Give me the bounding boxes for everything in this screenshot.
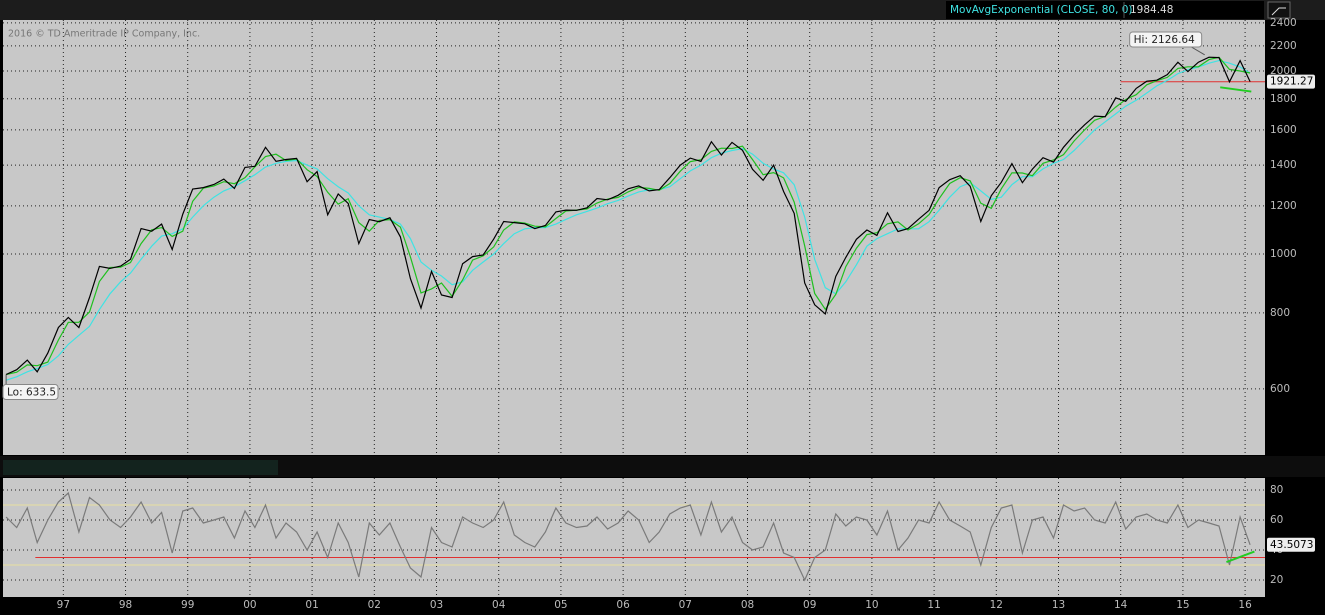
y-tick-label: 1400: [1270, 159, 1297, 171]
trend-line: [1220, 86, 1252, 93]
price-tag-bg: [1267, 537, 1315, 552]
x-tick-label: 12: [990, 599, 1003, 611]
x-tick-label: 08: [741, 599, 754, 611]
price-tag: 43.5073: [1270, 539, 1313, 551]
y-tick-label: 20: [1270, 574, 1283, 586]
scrollbar[interactable]: [3, 460, 278, 475]
series-line: [5, 491, 1251, 582]
annotation-label: Lo: 633.5: [7, 386, 56, 398]
y-tick-label: 2200: [1270, 40, 1297, 52]
x-tick-label: 01: [305, 599, 318, 611]
x-tick-label: 11: [927, 599, 940, 611]
y-tick-label: 1200: [1270, 200, 1297, 212]
annotation-label: Hi: 2126.64: [1134, 34, 1195, 46]
y-tick-label: 1000: [1270, 248, 1297, 260]
y-tick-label: 600: [1270, 383, 1290, 395]
x-tick-label: 10: [865, 599, 878, 611]
indicator-box: [946, 1, 1264, 19]
x-tick-label: 04: [492, 599, 506, 611]
price-tag: 1921.27: [1270, 76, 1313, 88]
x-tick-label: 02: [368, 599, 381, 611]
x-tick-label: 16: [1238, 599, 1252, 611]
x-tick-label: 07: [679, 599, 692, 611]
y-tick-label: 2400: [1270, 17, 1297, 29]
y-tick-label: 60: [1270, 514, 1283, 526]
x-tick-label: 14: [1114, 599, 1128, 611]
x-tick-label: 09: [803, 599, 816, 611]
annotation-box: [2, 383, 59, 400]
y-tick-label: 2000: [1270, 65, 1297, 77]
copyright: 2016 © TD Ameritrade IP Company, Inc.: [8, 29, 200, 40]
y-tick-label: 1600: [1270, 124, 1297, 136]
series-line: [5, 56, 1251, 376]
trend-line: [1226, 550, 1255, 563]
x-tick-label: 06: [616, 599, 630, 611]
scale-icon: [1271, 7, 1286, 16]
y-tick-label: 800: [1270, 307, 1290, 319]
rsi-plot-bg: [3, 478, 1265, 597]
annotation-box: [1129, 31, 1203, 48]
indicator-label: MovAvgExponential (CLOSE, 80, 0): [950, 4, 1133, 16]
x-tick-label: 00: [243, 599, 256, 611]
divider: [0, 456, 1325, 477]
indicator-value: 1984.48: [1130, 4, 1173, 16]
scale-button[interactable]: [1267, 1, 1291, 19]
x-tick-label: 15: [1176, 599, 1189, 611]
x-tick-label: 98: [119, 599, 132, 611]
price-plot-bg: [3, 20, 1265, 455]
price-tag-bg: [1267, 74, 1315, 89]
y-tick-label: 80: [1270, 484, 1283, 496]
series-line: [5, 59, 1251, 381]
x-tick-label: 13: [1052, 599, 1065, 611]
series-line: [5, 56, 1251, 376]
x-tick-label: 03: [430, 599, 443, 611]
x-tick-label: 05: [554, 599, 567, 611]
y-tick-label: 1800: [1270, 93, 1297, 105]
x-tick-label: 99: [181, 599, 194, 611]
x-tick-label: 97: [57, 599, 70, 611]
